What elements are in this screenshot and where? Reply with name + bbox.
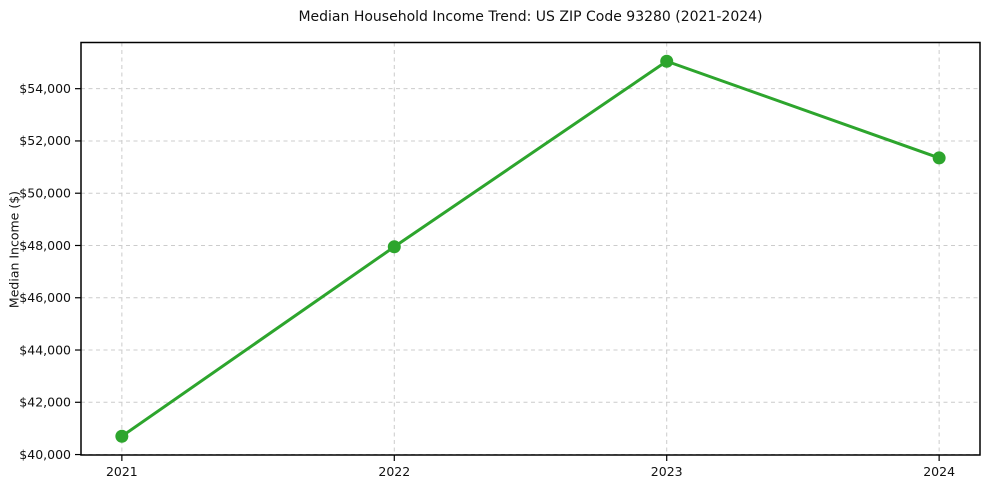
chart-title: Median Household Income Trend: US ZIP Co… [298, 9, 763, 25]
plot-background [81, 42, 980, 455]
x-tick-label: 2024 [923, 464, 955, 479]
x-tick-label: 2023 [651, 464, 683, 479]
y-tick-label: $52,000 [19, 133, 71, 148]
axes-border [80, 41, 981, 456]
income-trend-line [120, 59, 941, 438]
y-tick-label: $50,000 [19, 186, 71, 201]
data-point-marker [660, 54, 674, 68]
data-point-marker [115, 429, 129, 443]
y-axis-label: Median Income ($) [6, 190, 22, 309]
x-tick-label: 2021 [106, 464, 138, 479]
y-tick-label: $46,000 [19, 290, 71, 305]
data-point-marker [932, 151, 946, 165]
y-tick-label: $40,000 [19, 447, 71, 462]
y-tick-label: $44,000 [19, 342, 71, 357]
data-point-marker [387, 240, 401, 254]
y-tick-label: $42,000 [19, 395, 71, 410]
y-tick-label: $48,000 [19, 238, 71, 253]
x-tick-label: 2022 [378, 464, 410, 479]
y-tick-label: $54,000 [19, 81, 71, 96]
